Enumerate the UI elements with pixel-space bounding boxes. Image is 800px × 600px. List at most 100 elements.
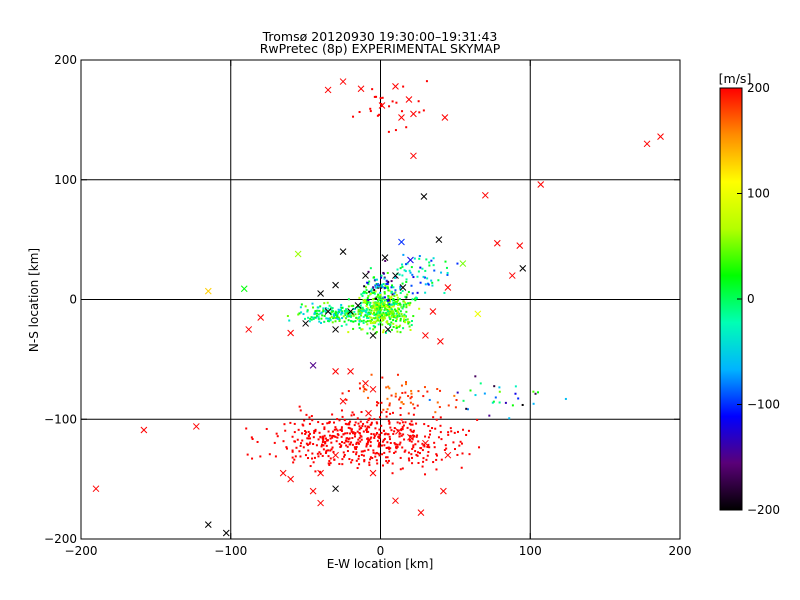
data-point: [408, 269, 411, 272]
data-point: [349, 427, 352, 430]
data-point: [437, 279, 440, 282]
data-point: [450, 430, 453, 433]
data-point: [327, 319, 330, 322]
data-point: [410, 430, 413, 433]
data-point: [386, 308, 389, 311]
data-point: [375, 320, 378, 323]
data-point: [404, 391, 407, 394]
data-point-cross: [317, 469, 324, 477]
data-point: [381, 297, 384, 300]
data-point: [388, 303, 391, 306]
data-point: [362, 386, 365, 389]
data-point: [310, 316, 313, 319]
cross-stroke: [222, 529, 230, 537]
data-point: [401, 467, 404, 470]
cross-stroke: [347, 367, 354, 375]
data-point-cross: [392, 82, 399, 90]
data-point: [358, 425, 361, 428]
data-point: [405, 278, 408, 281]
data-point: [366, 320, 369, 323]
data-point: [401, 428, 404, 431]
cross-stroke: [407, 433, 414, 441]
data-point: [387, 312, 390, 315]
data-point: [329, 457, 332, 460]
data-point: [366, 421, 369, 424]
data-point: [362, 422, 365, 425]
data-point: [399, 456, 402, 459]
data-point: [399, 317, 402, 320]
data-point: [376, 316, 379, 319]
data-point: [466, 408, 469, 411]
data-point: [386, 446, 389, 449]
data-point-cross: [657, 133, 664, 140]
data-point: [369, 107, 372, 110]
data-point: [425, 258, 428, 261]
data-point: [317, 316, 320, 319]
data-point: [564, 397, 567, 400]
data-point: [409, 423, 412, 426]
data-point-cross: [339, 78, 347, 85]
data-point: [336, 315, 339, 318]
data-point: [381, 440, 384, 443]
data-point: [421, 442, 424, 445]
data-point: [405, 303, 408, 306]
data-point: [381, 317, 384, 320]
data-points-dots: [245, 80, 567, 476]
data-point: [427, 436, 430, 439]
data-point: [358, 431, 361, 434]
data-point: [452, 441, 455, 444]
data-point: [415, 296, 418, 299]
data-point: [335, 317, 338, 320]
data-point: [366, 332, 369, 335]
data-point: [299, 306, 302, 309]
cross-stroke: [384, 326, 392, 333]
data-point: [327, 455, 330, 458]
data-point: [319, 452, 322, 455]
data-point: [390, 321, 393, 324]
data-point: [410, 324, 413, 327]
data-point-cross: [435, 236, 443, 243]
data-point: [339, 308, 342, 311]
data-point: [409, 428, 412, 431]
data-point: [375, 306, 378, 309]
data-point: [409, 328, 412, 331]
data-point: [389, 447, 392, 450]
data-point: [327, 462, 330, 465]
data-point: [368, 327, 371, 330]
data-point: [403, 320, 406, 323]
data-point: [398, 315, 401, 318]
data-point: [360, 435, 363, 438]
cross-stroke: [140, 426, 148, 434]
data-point: [377, 443, 380, 446]
data-point: [363, 299, 366, 302]
data-point: [396, 300, 399, 303]
data-point: [372, 301, 375, 304]
data-point: [356, 417, 359, 420]
data-point: [355, 451, 358, 454]
data-point: [532, 390, 535, 393]
data-point: [362, 292, 365, 295]
data-point: [376, 303, 379, 306]
data-point-cross: [222, 529, 230, 537]
data-point: [377, 435, 380, 438]
data-point-cross: [410, 152, 417, 160]
data-point: [408, 325, 411, 328]
data-point-cross: [493, 239, 501, 247]
data-point: [293, 422, 296, 425]
data-point: [353, 413, 356, 416]
data-point: [387, 322, 390, 325]
data-point: [456, 391, 459, 394]
data-point-cross: [417, 509, 425, 517]
data-point: [380, 401, 383, 404]
data-point: [426, 445, 429, 448]
data-point: [401, 282, 404, 285]
data-point: [387, 295, 390, 298]
cross-stroke: [519, 265, 527, 272]
data-point: [379, 304, 382, 307]
colorbar-tick-label: 0: [747, 292, 755, 306]
data-point: [390, 394, 393, 397]
data-point: [373, 95, 376, 98]
data-point: [307, 316, 310, 319]
data-point: [396, 421, 399, 424]
data-point: [373, 321, 376, 324]
